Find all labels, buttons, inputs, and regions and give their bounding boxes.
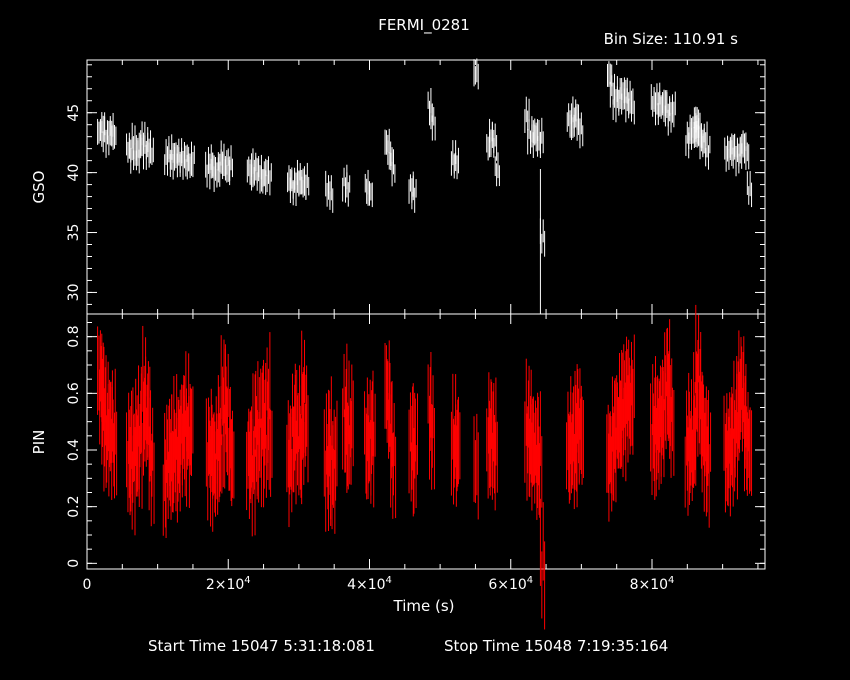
gso-ticks: 30 35 40 45 — [66, 60, 765, 314]
bin-size-label: Bin Size: 110.91 s — [604, 30, 739, 48]
pin-frame — [86, 313, 766, 570]
pin-ticks: 0 0.2 0.4 0.6 0.8 — [66, 314, 765, 569]
pin-panel: 0 0.2 0.4 0.6 0.8 PIN — [30, 304, 766, 630]
pin-y-tick-label: 0.4 — [66, 439, 82, 461]
x-tick-labels: 0 2×104 4×104 6×104 8×104 — [83, 575, 675, 593]
gso-series — [97, 58, 753, 314]
plot-title: FERMI_0281 — [378, 16, 470, 35]
gso-axis-label: GSO — [30, 171, 48, 204]
x-tick-label: 8×104 — [630, 575, 675, 593]
pin-y-tick-label: 0 — [66, 559, 82, 568]
x-axis-label: Time (s) — [393, 597, 455, 615]
gso-panel: 30 35 40 45 GSO — [30, 58, 766, 315]
pin-axis-label: PIN — [30, 430, 48, 455]
gso-y-tick-label: 45 — [66, 104, 82, 122]
start-time: Start Time 15047 5:31:18:081 — [148, 637, 375, 655]
gso-y-tick-label: 35 — [66, 224, 82, 242]
x-tick-label: 6×104 — [488, 575, 533, 593]
gso-y-tick-label: 40 — [66, 164, 82, 182]
x-tick-label: 4×104 — [347, 575, 392, 593]
pin-y-tick-label: 0.2 — [66, 496, 82, 518]
pin-y-tick-label: 0.8 — [66, 326, 82, 348]
pin-y-tick-label: 0.6 — [66, 382, 82, 404]
gso-frame — [86, 59, 766, 315]
x-tick-label: 0 — [83, 577, 92, 593]
stop-time: Stop Time 15048 7:19:35:164 — [444, 637, 668, 655]
gso-y-tick-label: 30 — [66, 284, 82, 302]
x-tick-label: 2×104 — [206, 575, 251, 593]
pin-series — [97, 304, 753, 630]
